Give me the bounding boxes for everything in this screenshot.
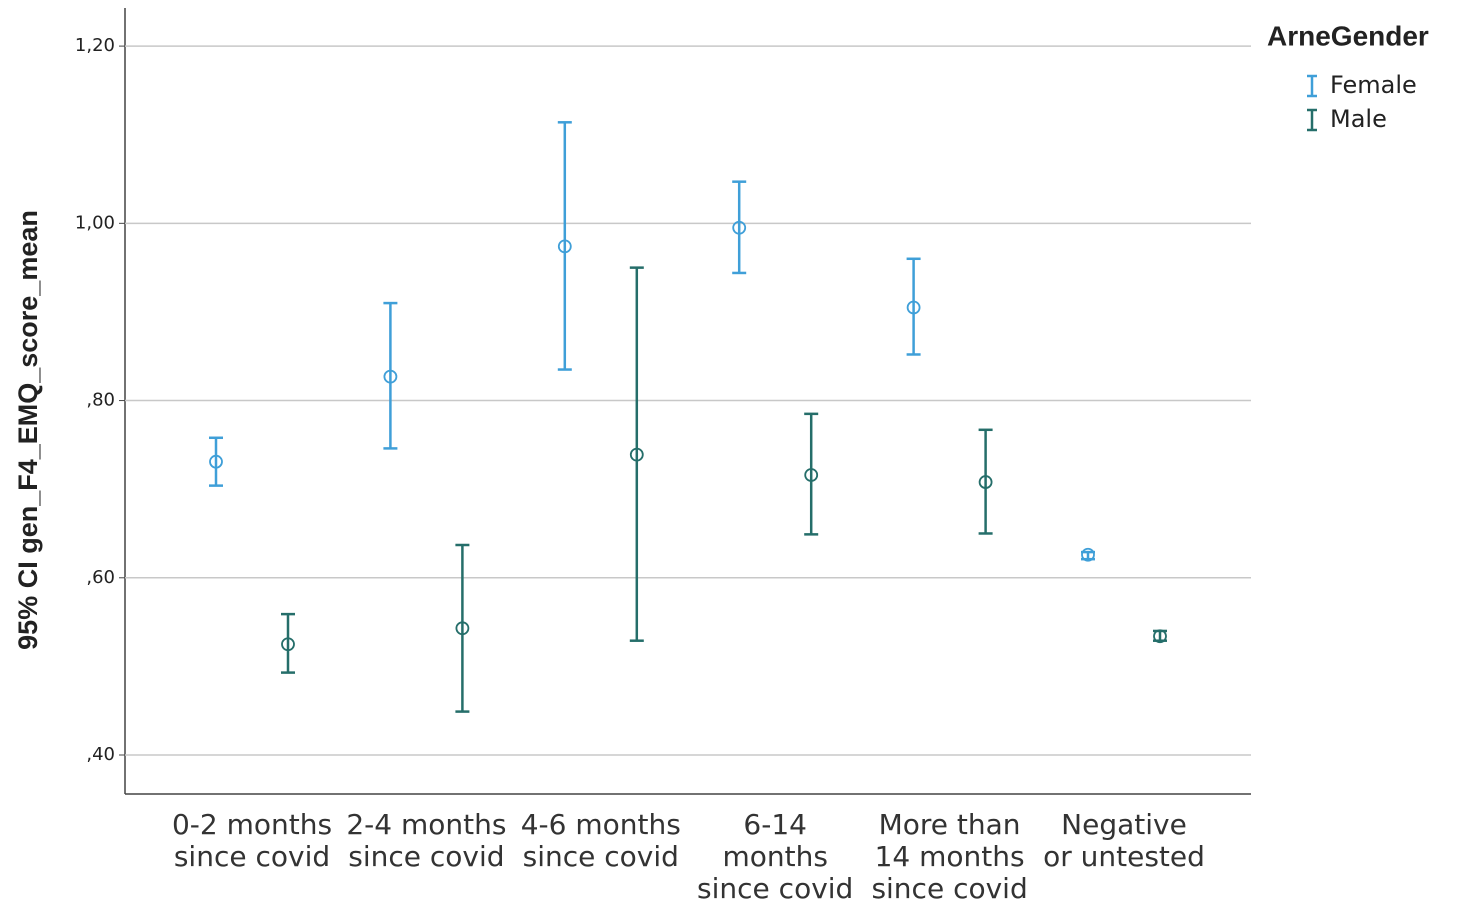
y-tick-label: 1,00 [75,212,115,233]
y-axis-title: 95% CI gen_F4_EMQ_score_mean [13,210,43,650]
x-tick-label-line: 6-14 [743,808,807,841]
mean-marker [804,468,819,482]
mean-marker [209,454,223,469]
mean-marker [629,447,644,462]
mean-marker [1081,547,1095,562]
x-tick-label-line: months [722,840,827,873]
x-tick-label-line: since covid [348,840,504,873]
y-tick-label: ,40 [86,744,115,765]
x-tick-label-line: Negative [1061,808,1187,841]
y-tick-label: ,60 [86,567,115,588]
mean-marker [906,300,921,315]
y-tick-label: 1,20 [75,35,115,56]
x-tick-label-line: since covid [523,840,679,873]
x-tick-label: More than 14 months since covid [871,808,1027,904]
mean-marker [978,475,993,489]
x-tick-label-line: 2-4 months [346,808,506,841]
y-tick-label: ,80 [86,390,115,411]
x-tick-label: 4-6 months since covid [521,808,681,873]
x-tick-label: 0-2 months since covid [172,808,332,873]
x-tick-label: 2-4 months since covid [346,808,506,873]
x-tick-label: 6-14 months since covid [697,808,853,904]
x-tick-label-line: More than [879,808,1021,841]
mean-marker [1153,629,1167,644]
mean-marker [383,369,398,384]
x-tick-label-line: 4-6 months [521,808,681,841]
x-tick-label-line: since covid [174,840,330,873]
legend-title: ArneGender [1267,20,1429,51]
legend-label: Female [1330,71,1417,99]
x-tick-label-line: or untested [1043,840,1205,873]
x-tick-label-line: 14 months [875,840,1025,873]
mean-marker [281,637,295,652]
x-tick-label-line: since covid [697,872,853,904]
mean-marker [732,220,747,235]
mean-marker [455,621,470,636]
mean-marker [557,239,572,254]
x-tick-label-line: since covid [871,872,1027,904]
legend-label: Male [1330,105,1387,133]
x-tick-label-line: 0-2 months [172,808,332,841]
x-tick-label: Negative or untested [1043,808,1205,873]
